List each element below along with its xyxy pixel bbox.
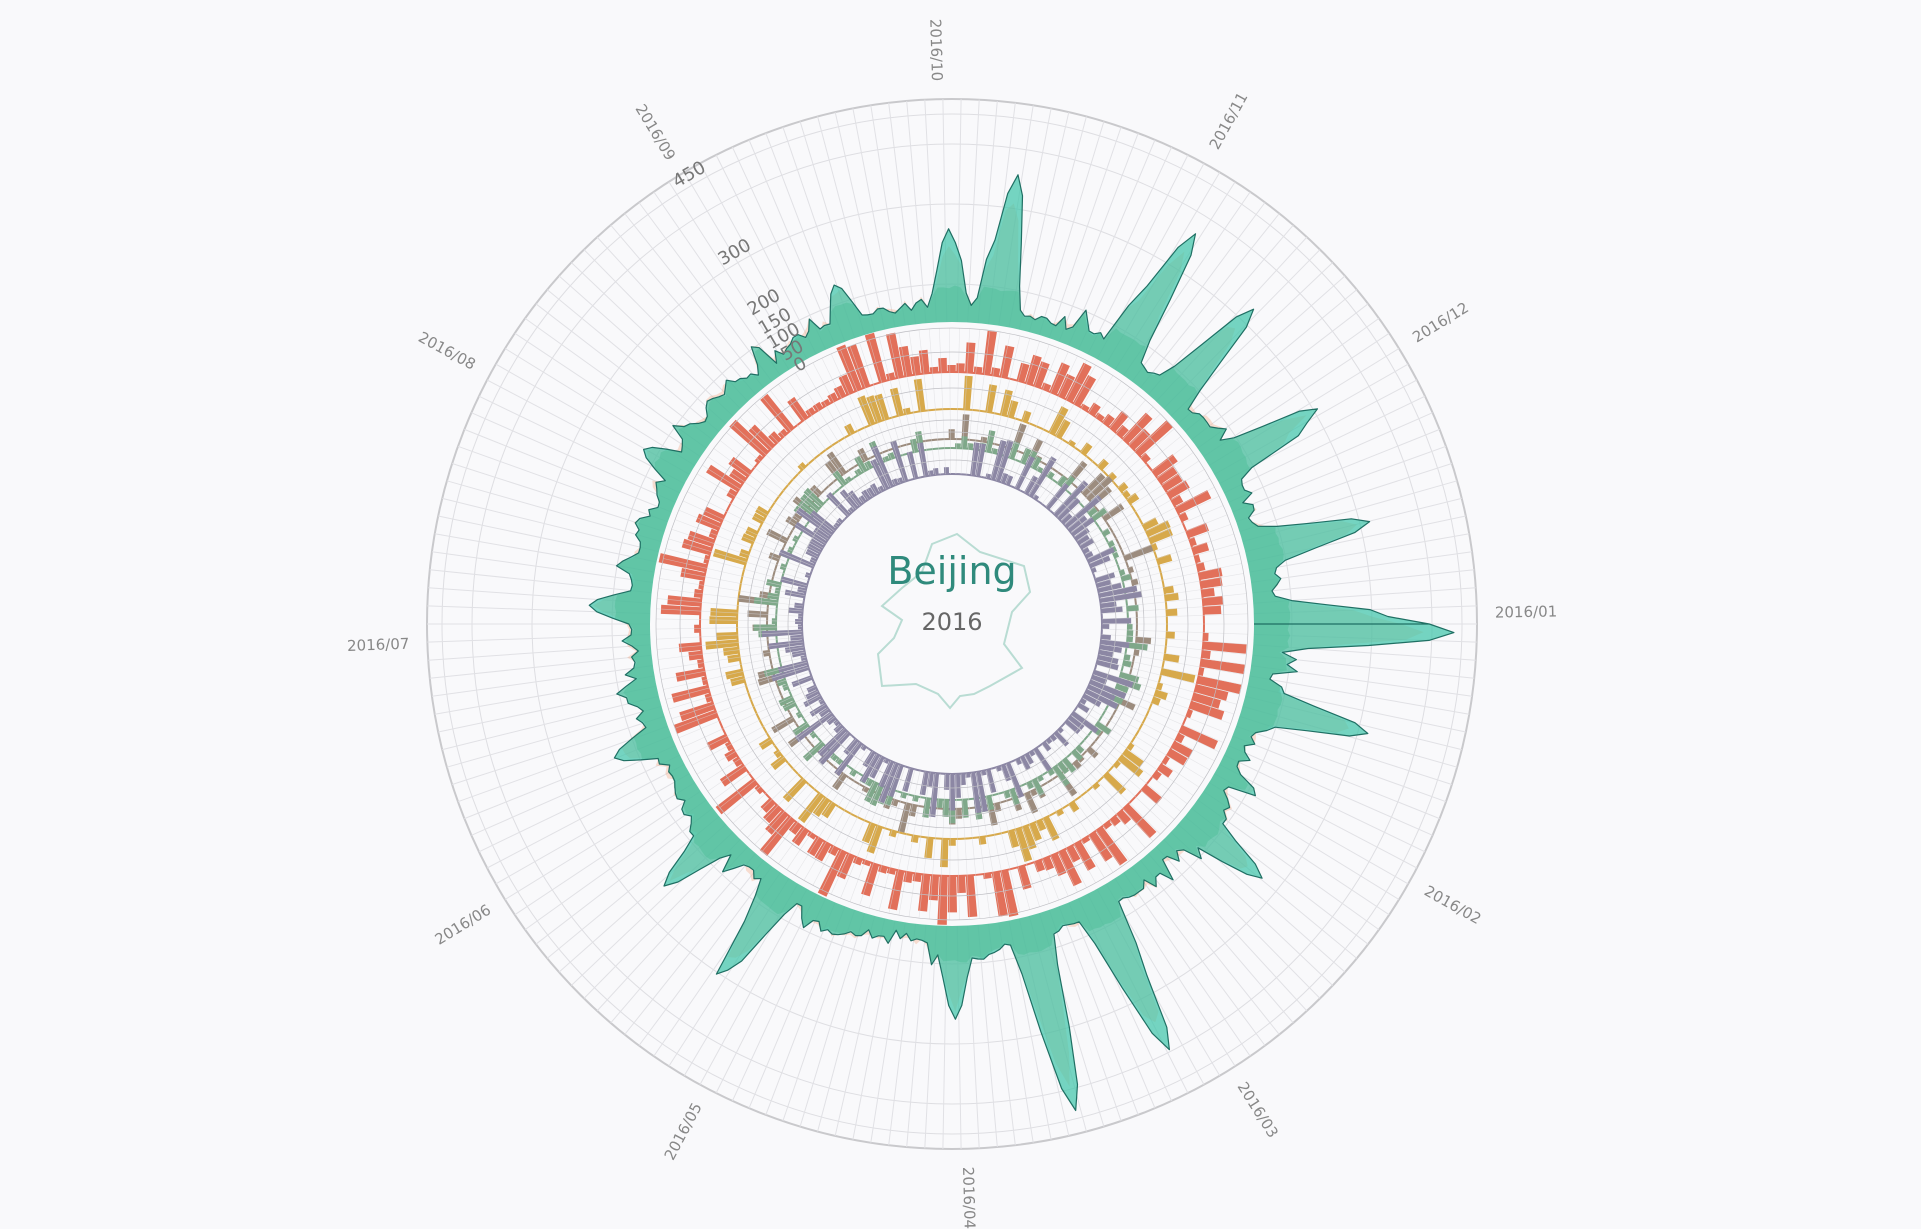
ring-backdrop [650, 322, 1254, 926]
month-label: 2016/04 [959, 1167, 979, 1229]
pollutant-ring-layer [650, 322, 1254, 926]
inner-ring [715, 387, 1189, 861]
month-label: 2016/01 [1495, 602, 1558, 621]
year-label: 2016 [921, 608, 982, 636]
city-name: Beijing [887, 549, 1016, 593]
month-label: 2016/10 [926, 19, 946, 82]
month-label: 2016/03 [1234, 1079, 1282, 1141]
inner-ring [655, 327, 1249, 921]
month-label: 2016/06 [432, 901, 495, 949]
month-label: 2016/02 [1421, 882, 1484, 928]
beijing-outline-icon [876, 532, 1032, 710]
month-label: 2016/08 [415, 328, 478, 373]
month-label: 2016/05 [661, 1100, 706, 1164]
inner-ring [787, 459, 1117, 789]
inner-ring [747, 419, 1157, 829]
month-label: 2016/07 [347, 635, 410, 655]
center-group: Beijing 2016 [876, 532, 1032, 710]
inner-spokes [655, 327, 1248, 921]
month-label: 2016/09 [632, 101, 680, 164]
month-label: 2016/12 [1409, 298, 1472, 346]
month-label: 2016/11 [1206, 89, 1252, 152]
inner-ring [759, 431, 1145, 817]
inner-ring [679, 351, 1225, 897]
